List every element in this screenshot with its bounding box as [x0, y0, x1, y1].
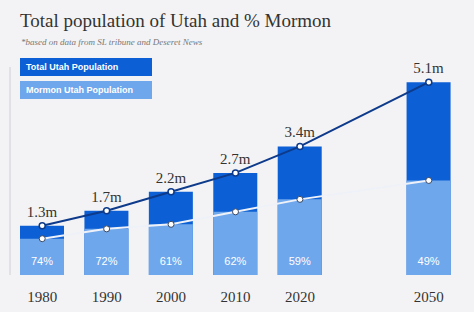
svg-text:59%: 59% [289, 255, 311, 267]
svg-text:2.7m: 2.7m [220, 151, 251, 167]
html-text:Mormon Utah Population: Mormon Utah Population [26, 85, 133, 95]
svg-text:1990: 1990 [92, 289, 122, 305]
svg-text:62%: 62% [224, 255, 246, 267]
svg-text:2010: 2010 [221, 289, 251, 305]
svg-text:49%: 49% [418, 255, 440, 267]
svg-text:2020: 2020 [285, 289, 315, 305]
html-text:*based on data from SL tribune: *based on data from SL tribune and Deser… [21, 37, 203, 47]
html-text:Total population of Utah and %: Total population of Utah and % Mormon [20, 10, 332, 31]
svg-text:2.2m: 2.2m [156, 170, 187, 186]
html-text:Total Utah Population: Total Utah Population [26, 62, 119, 72]
svg-text:1.7m: 1.7m [91, 189, 122, 205]
svg-text:1980: 1980 [27, 289, 57, 305]
svg-text:2050: 2050 [414, 289, 444, 305]
svg-text:3.4m: 3.4m [285, 124, 316, 140]
svg-text:74%: 74% [31, 255, 53, 267]
svg-text:61%: 61% [160, 255, 182, 267]
svg-text:5.1m: 5.1m [413, 60, 444, 76]
svg-text:1.3m: 1.3m [27, 204, 58, 220]
svg-text:2000: 2000 [156, 289, 186, 305]
svg-text:72%: 72% [95, 255, 117, 267]
